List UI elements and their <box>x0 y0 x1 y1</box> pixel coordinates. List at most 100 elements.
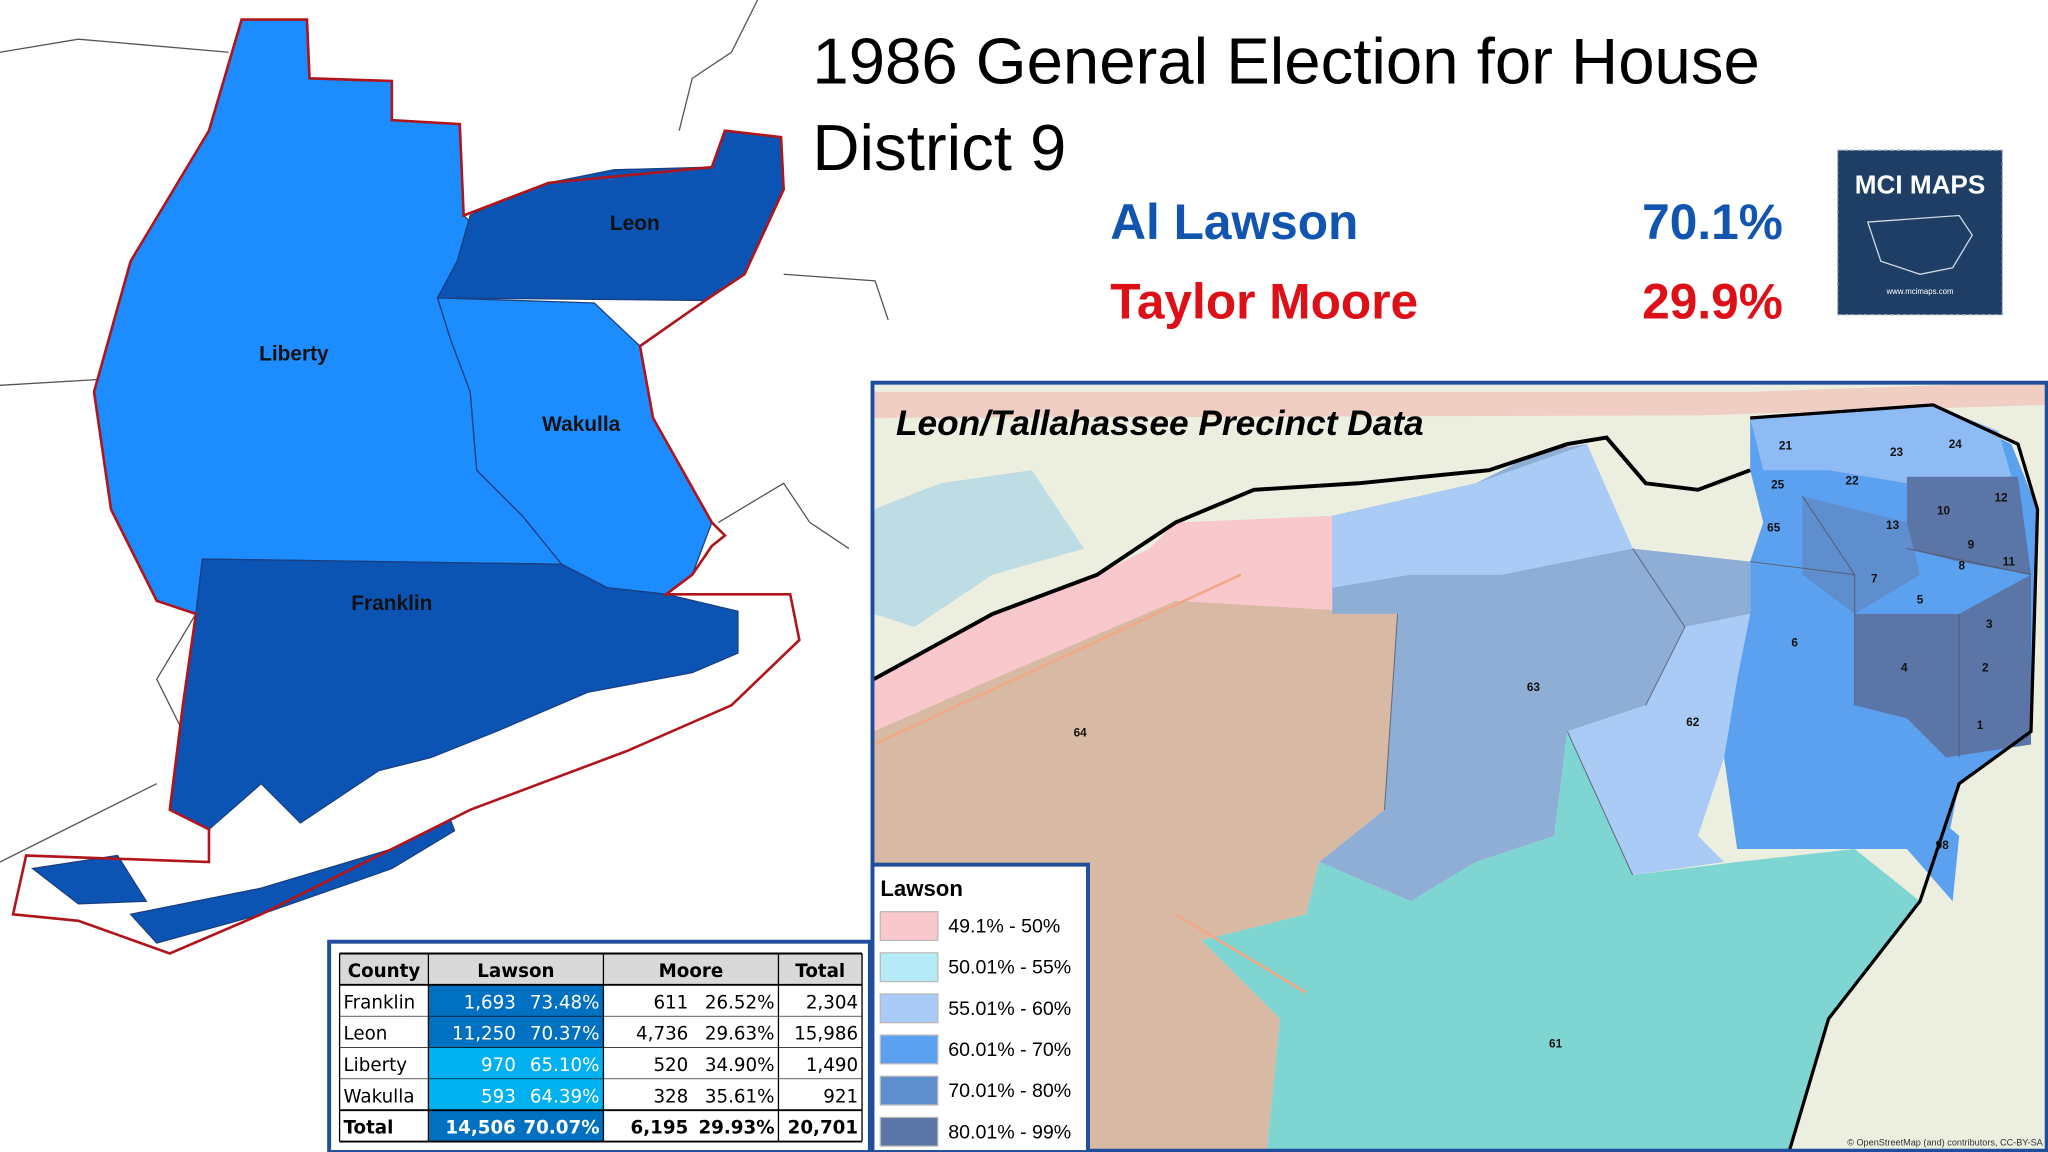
table-cell: 70.07% <box>523 1118 599 1139</box>
table-cell: 2,304 <box>806 992 858 1013</box>
precinct-label: 22 <box>1846 475 1860 488</box>
table-cell: 520 <box>653 1055 688 1076</box>
table-cell: 1,693 <box>464 992 516 1013</box>
legend-swatch <box>879 911 939 942</box>
inset-title: Leon/Tallahassee Precinct Data <box>896 404 1424 443</box>
precinct-label: 10 <box>1937 505 1951 518</box>
table-cell: 70.37% <box>530 1024 600 1045</box>
precinct-label: 5 <box>1917 593 1924 606</box>
table-header: Total <box>795 961 845 982</box>
precinct-label: 98 <box>1936 839 1950 852</box>
candidate-name: Al Lawson <box>1110 194 1358 250</box>
legend-swatch <box>879 1034 939 1065</box>
table-header: Moore <box>659 961 724 982</box>
precinct-label: 64 <box>1074 727 1088 740</box>
table-cell: 64.39% <box>530 1086 600 1107</box>
precinct-label: 2 <box>1982 661 1989 674</box>
table-cell: 921 <box>823 1086 858 1107</box>
precinct-label: 3 <box>1986 618 1993 631</box>
legend-swatch <box>879 1075 939 1106</box>
table-cell: 970 <box>481 1055 516 1076</box>
candidate-name: Taylor Moore <box>1110 274 1418 330</box>
county-label: Liberty <box>259 342 329 365</box>
inset-frame <box>870 380 2048 1152</box>
title: 1986 General Election for House <box>812 25 1759 98</box>
lawson-cell-bg <box>428 1078 604 1111</box>
lawson-cell-bg <box>428 984 604 1017</box>
inset-map <box>873 383 2047 1151</box>
precinct-label: 62 <box>1686 716 1700 729</box>
legend: Lawson 49.1% - 50% 50.01% - 55% 55.01% - 60… <box>879 876 1071 1147</box>
results-table: County Lawson Moore Total Franklin 1,693 73.48… <box>338 952 863 1143</box>
table-cell: 328 <box>653 1086 688 1107</box>
table-cell: 26.52% <box>705 992 775 1013</box>
legend-label: 60.01% - 70% <box>948 1039 1071 1061</box>
precinct-label: 63 <box>1527 681 1541 694</box>
table-row-label: Liberty <box>344 1055 408 1076</box>
attribution: © OpenStreetMap (and) contributors, CC-B… <box>1847 1137 2043 1147</box>
table-cell: 20,701 <box>788 1118 859 1139</box>
results: Al Lawson 70.1% Taylor Moore 29.9% <box>1110 194 1783 330</box>
table-cell: 34.90% <box>705 1055 775 1076</box>
logo: MCI MAPS www.mcimaps.com <box>1837 149 2003 316</box>
table-row-label: Leon <box>344 1024 388 1045</box>
table-cell: 6,195 <box>631 1118 689 1139</box>
table-header-bg <box>339 953 863 985</box>
precinct-label: 23 <box>1890 446 1904 459</box>
precinct-label: 7 <box>1871 573 1878 586</box>
table-cell: 15,986 <box>794 1024 858 1045</box>
candidate-percent: 70.1% <box>1642 194 1783 250</box>
precinct-label: 21 <box>1779 439 1793 452</box>
precinct-label: 6 <box>1791 637 1798 650</box>
table-row-label: Total <box>344 1118 394 1139</box>
legend-label: 70.01% - 80% <box>948 1080 1071 1102</box>
legend-title: Lawson <box>880 876 963 901</box>
table-cell: 611 <box>653 992 688 1013</box>
table-cell: 11,250 <box>452 1024 516 1045</box>
logo-title: MCI MAPS <box>1855 169 1986 199</box>
precinct-label: 61 <box>1549 1038 1563 1051</box>
table-cell: 1,490 <box>806 1055 858 1076</box>
precinct-label: 1 <box>1977 719 1984 732</box>
precinct-label: 25 <box>1771 478 1785 491</box>
table-row-label: Franklin <box>344 992 416 1013</box>
table-cell: 35.61% <box>705 1086 775 1107</box>
precinct-label: 8 <box>1959 559 1966 572</box>
legend-label: 49.1% - 50% <box>948 916 1060 938</box>
table-cell: 14,506 <box>445 1118 516 1139</box>
lawson-cell-bg <box>428 1110 604 1142</box>
barrier-island <box>129 819 456 944</box>
legend-label: 55.01% - 60% <box>948 998 1071 1020</box>
table-header: County <box>348 961 421 982</box>
county-label: Wakulla <box>542 413 620 436</box>
county-label: Leon <box>610 212 660 235</box>
lawson-cell-bg <box>428 1047 604 1079</box>
table-header: Lawson <box>477 961 554 982</box>
precinct-label: 65 <box>1767 522 1781 535</box>
legend-swatch <box>879 952 939 983</box>
precinct-label: 12 <box>1994 492 2008 505</box>
precinct-label: 9 <box>1968 539 1975 552</box>
candidate-percent: 29.9% <box>1642 274 1783 330</box>
precinct-labels: 21 22 23 24 25 65 13 10 12 9 8 11 7 5 6 … <box>1074 438 2016 1051</box>
table-cell: 29.63% <box>705 1024 775 1045</box>
legend-label: 80.01% - 99% <box>948 1121 1071 1143</box>
district-outline <box>11 18 801 955</box>
logo-url: www.mcimaps.com <box>1886 287 1954 296</box>
island <box>31 854 148 905</box>
lawson-cell-bg <box>428 1016 604 1048</box>
legend-swatch <box>879 1116 939 1147</box>
table-cell: 593 <box>481 1086 516 1107</box>
title: District 9 <box>812 111 1066 184</box>
legend-label: 50.01% - 55% <box>948 957 1071 979</box>
neighbor-borders <box>0 0 889 863</box>
precinct-label: 24 <box>1949 438 1963 451</box>
table-cell: 65.10% <box>530 1055 600 1076</box>
precinct-label: 4 <box>1901 661 1908 674</box>
table-cell: 4,736 <box>636 1024 688 1045</box>
county-label: Franklin <box>351 592 432 615</box>
precinct-label: 13 <box>1886 519 1900 532</box>
table-cell: 73.48% <box>530 992 600 1013</box>
legend-swatch <box>879 993 939 1024</box>
